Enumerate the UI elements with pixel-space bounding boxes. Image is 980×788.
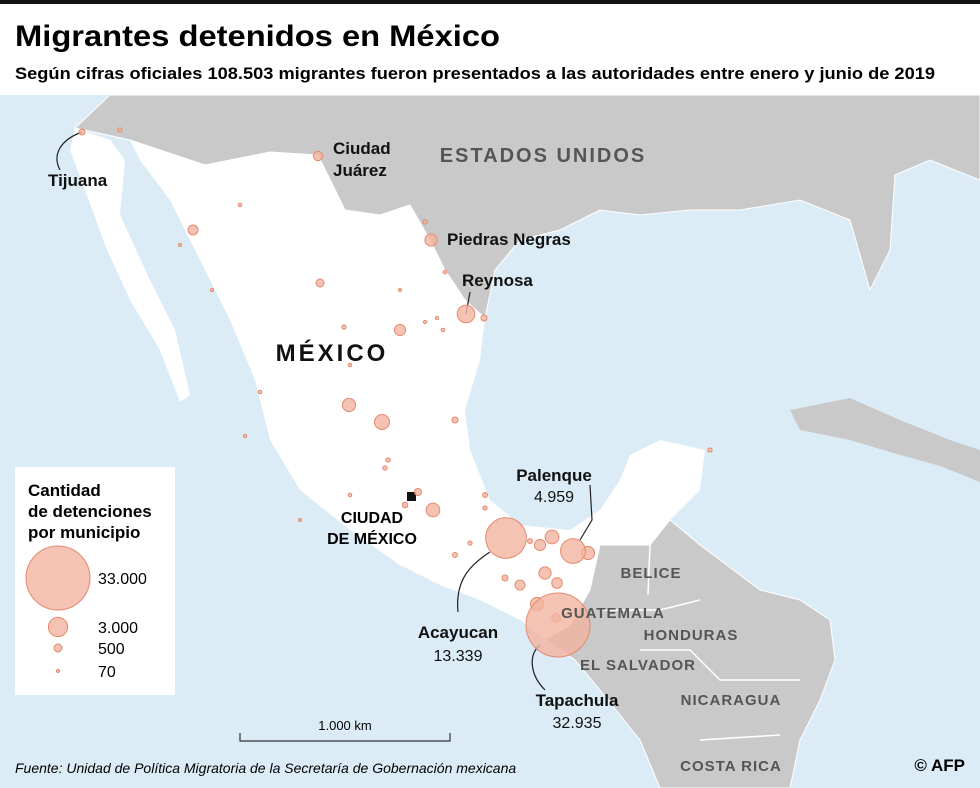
city-value: 4.959 — [534, 489, 574, 506]
municipality-bubble — [347, 362, 353, 368]
credit: © AFP — [914, 756, 965, 775]
municipality-bubble — [347, 492, 353, 498]
city-label: Reynosa — [462, 271, 533, 290]
municipality-bubble — [501, 574, 509, 582]
country-label: GUATEMALA — [561, 605, 665, 622]
city-label: Ciudad — [333, 139, 391, 158]
city-bubble — [525, 592, 591, 658]
country-label: BELICE — [620, 565, 681, 582]
top-bar — [0, 0, 980, 4]
city-label: Juárez — [333, 161, 387, 180]
municipality-bubble — [422, 319, 428, 325]
municipality-bubble — [538, 566, 552, 580]
city-bubble — [560, 538, 586, 564]
municipality-bubble — [385, 457, 391, 463]
municipality-bubble — [551, 577, 563, 589]
capital-label: DE MÉXICO — [327, 529, 417, 548]
municipality-bubble — [398, 288, 402, 292]
municipality-bubble — [382, 465, 388, 471]
municipality-bubble — [482, 492, 488, 498]
municipality-bubble — [544, 529, 560, 545]
leader-palenque — [579, 484, 593, 541]
country-label: ESTADOS UNIDOS — [440, 145, 647, 167]
municipality-bubble — [480, 314, 488, 322]
cuba — [790, 398, 980, 482]
legend-title: Cantidad — [28, 481, 101, 500]
leader-acayucan — [457, 551, 491, 613]
municipality-bubble — [237, 202, 243, 208]
municipality-bubble — [442, 269, 448, 275]
municipality-bubble — [178, 243, 182, 247]
scale-label: 1.000 km — [318, 718, 371, 733]
leader-tijuana — [56, 131, 83, 171]
city-bubble — [485, 517, 527, 559]
baja-california — [70, 128, 190, 402]
country-label: MÉXICO — [276, 339, 389, 367]
municipality-bubble — [425, 502, 441, 518]
city-label: Tapachula — [536, 691, 619, 710]
municipality-bubble — [117, 127, 123, 133]
municipality-bubble — [341, 397, 357, 413]
municipality-bubble — [482, 505, 488, 511]
municipality-bubble — [257, 389, 263, 395]
subtitle: Según cifras oficiales 108.503 migrantes… — [15, 64, 935, 83]
municipality-bubble — [413, 487, 423, 497]
municipality-bubble — [533, 538, 547, 552]
city-bubble — [456, 304, 476, 324]
legend-label: 33.000 — [98, 571, 147, 588]
title: Migrantes detenidos en México — [15, 20, 500, 53]
legend-label: 3.000 — [98, 620, 138, 637]
city-value: 32.935 — [553, 715, 602, 732]
city-label: Acayucan — [418, 623, 498, 642]
municipality-bubble — [401, 501, 409, 509]
legend-title: por municipio — [28, 523, 140, 542]
municipality-bubble — [514, 579, 526, 591]
legend-title: de detenciones — [28, 502, 152, 521]
city-bubble — [424, 233, 438, 247]
municipality-bubble — [527, 538, 533, 544]
municipality-bubble — [707, 447, 713, 453]
municipality-bubble — [315, 278, 325, 288]
source: Fuente: Unidad de Política Migratoria de… — [15, 760, 516, 776]
country-label: EL SALVADOR — [580, 657, 696, 674]
mexico-mainland — [130, 140, 705, 640]
scale-bar — [239, 733, 451, 742]
municipality-bubble — [434, 315, 440, 321]
country-label: HONDURAS — [644, 627, 739, 644]
municipality-bubble — [374, 414, 390, 430]
municipality-bubble — [467, 540, 473, 546]
city-label: Tijuana — [48, 171, 108, 190]
capital-label: CIUDAD — [341, 510, 403, 527]
country-label: NICARAGUA — [681, 692, 782, 709]
city-bubble — [78, 128, 86, 136]
municipality-bubble — [209, 287, 215, 293]
municipality-bubble — [393, 323, 407, 337]
municipality-bubble — [341, 324, 347, 330]
legend-label: 70 — [98, 664, 116, 681]
city-value: 13.339 — [434, 648, 483, 665]
municipality-bubble — [440, 327, 446, 333]
country-label: COSTA RICA — [680, 758, 782, 775]
municipality-bubble — [187, 224, 199, 236]
legend-bubble — [53, 643, 63, 653]
borders — [600, 544, 800, 741]
municipality-bubble — [242, 433, 248, 439]
capital-marker — [407, 492, 416, 501]
legend-bubble — [56, 669, 60, 673]
municipality-bubble — [451, 416, 459, 424]
legend-label: 500 — [98, 641, 125, 658]
city-label: Palenque — [516, 466, 592, 485]
city-bubble — [312, 150, 324, 162]
legend-bubble — [25, 545, 91, 611]
city-label: Piedras Negras — [447, 230, 571, 249]
legend-bubble — [47, 616, 69, 638]
municipality-bubble — [297, 517, 303, 523]
municipality-bubble — [422, 219, 428, 225]
municipality-bubble — [452, 552, 458, 558]
